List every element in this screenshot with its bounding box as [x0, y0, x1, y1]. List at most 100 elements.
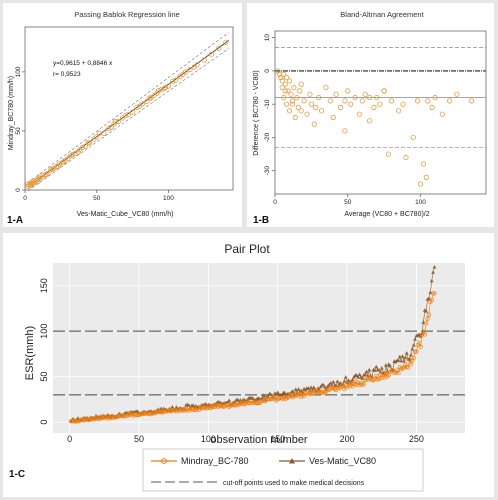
chart-1b-point	[311, 121, 317, 127]
panel-1a-passing-bablok: Passing Bablok Regression line 0 50 100 0 50…	[3, 3, 242, 227]
series-mindray-point	[407, 357, 412, 362]
chart-1b-point	[423, 174, 429, 180]
series-vesmatic-point	[429, 278, 434, 283]
series-vesmatic-point	[227, 398, 232, 402]
series-mindray-point	[361, 382, 366, 387]
legend-label-vesmatic: Ves-Matic_VC80	[309, 456, 376, 466]
series-mindray-point	[429, 297, 434, 303]
chart-1a-point	[108, 124, 114, 130]
chart-1c-panel-label: 1-C	[9, 469, 25, 480]
chart-1b-point	[330, 114, 336, 121]
chart-1a-point	[125, 111, 131, 118]
chart-1b-point	[439, 111, 445, 117]
series-mindray-point	[306, 392, 311, 397]
series-mindray-point	[414, 349, 419, 354]
chart-1b-point	[284, 74, 290, 81]
chart-1b-point	[400, 101, 406, 107]
series-mindray-point	[425, 316, 430, 321]
series-mindray-point	[351, 381, 357, 387]
chart-1b-point	[316, 94, 322, 101]
chart-1a-point	[173, 77, 179, 83]
chart-1a-point	[79, 144, 85, 151]
chart-1a-point	[183, 69, 189, 75]
chart-1b-point	[415, 98, 421, 104]
chart-1a-point	[43, 172, 50, 178]
chart-1a-point	[223, 39, 229, 45]
series-mindray-point	[422, 332, 427, 337]
chart-1a-point	[105, 125, 111, 132]
chart-1a-point	[86, 140, 93, 146]
chart-1b-point	[374, 94, 380, 101]
chart-1b-point	[289, 101, 296, 107]
series-vesmatic-point	[403, 355, 408, 360]
chart-1c-title: Pair Plot	[224, 242, 270, 256]
chart-1a-point	[49, 166, 55, 172]
series-vesmatic-point	[279, 392, 284, 397]
legend-marker-vesmatic	[289, 458, 295, 464]
chart-1b-point	[297, 88, 303, 94]
series-vesmatic-point	[424, 309, 429, 313]
series-mindray-point	[382, 375, 387, 380]
series-mindray-point	[118, 413, 124, 418]
series-vesmatic-point	[293, 387, 298, 391]
chart-1b-point	[301, 98, 307, 104]
series-vesmatic-point	[309, 385, 314, 389]
series-mindray-point	[267, 396, 272, 402]
series-vesmatic-point	[343, 374, 348, 379]
chart-1a-point	[216, 45, 222, 51]
series-mindray-point	[405, 365, 411, 370]
series-mindray-point	[231, 403, 236, 408]
chart-1b-panel-label: 1-B	[253, 215, 269, 226]
panel-1c-pair-plot: Pair Plot 0 50 100 150 200 250 0 50 100 150 obser…	[3, 233, 494, 497]
series-mindray-point	[113, 414, 118, 420]
series-vesmatic-point	[261, 393, 266, 397]
chart-1b-point	[295, 104, 301, 111]
chart-1a-point	[177, 74, 183, 80]
series-vesmatic-point	[327, 382, 332, 387]
chart-1c-legend: Mindray_BC-780 Ves-Matic_VC80 cut-off po…	[142, 448, 424, 492]
chart-1b-ytick-label: -20	[264, 132, 271, 142]
chart-1a-xtick-label: 50	[93, 195, 101, 202]
chart-1b-point	[294, 94, 300, 101]
chart-1b-point	[281, 71, 287, 77]
chart-1a-point	[134, 104, 140, 110]
series-vesmatic-point	[290, 389, 295, 393]
series-mindray-point	[299, 394, 304, 400]
series-vesmatic-point	[404, 351, 409, 355]
series-vesmatic-point	[363, 372, 368, 377]
series-vesmatic-point	[413, 337, 418, 341]
series-mindray-point	[432, 291, 437, 296]
series-vesmatic-point	[365, 373, 370, 378]
chart-1a-point	[162, 84, 169, 90]
series-mindray-point	[197, 406, 203, 412]
chart-1b-point	[454, 91, 460, 97]
chart-1a-annotation-r: r= 0,9523	[53, 71, 81, 78]
chart-1b-point	[282, 88, 288, 94]
chart-1b-point	[417, 181, 424, 187]
chart-1b-point	[279, 78, 285, 84]
chart-1a-point	[55, 163, 61, 169]
series-vesmatic-point	[342, 379, 347, 383]
series-vesmatic-point	[274, 392, 279, 397]
chart-1b-xtick-label: 50	[344, 199, 352, 206]
chart-1c-xtick-label: 150	[270, 434, 285, 444]
series-vesmatic-point	[296, 387, 301, 391]
series-mindray-point	[68, 418, 74, 424]
chart-1b-point	[342, 98, 348, 104]
chart-1b-point	[420, 161, 427, 167]
chart-1a-point	[25, 181, 31, 187]
chart-1b-point	[342, 128, 348, 134]
chart-1b-point	[333, 91, 339, 97]
chart-1b-point	[284, 101, 290, 107]
series-mindray-point	[310, 391, 315, 396]
chart-1a-ytick-label: 100	[15, 66, 22, 77]
series-mindray-point	[381, 370, 386, 376]
chart-1c-ytick-label: 0	[39, 420, 49, 425]
series-mindray-point	[354, 382, 359, 387]
chart-1b-point	[410, 134, 416, 141]
chart-1a-point	[112, 118, 118, 125]
chart-1a-point	[161, 85, 167, 92]
chart-1a-xlabel: Ves-Matic_Cube_VC80 (mm/h)	[77, 211, 174, 218]
series-vesmatic-point	[191, 403, 196, 407]
panel-1b-bland-altman: Bland-Altman Agreement 0 50 100 -30 -20 -10 0 1…	[247, 3, 494, 227]
